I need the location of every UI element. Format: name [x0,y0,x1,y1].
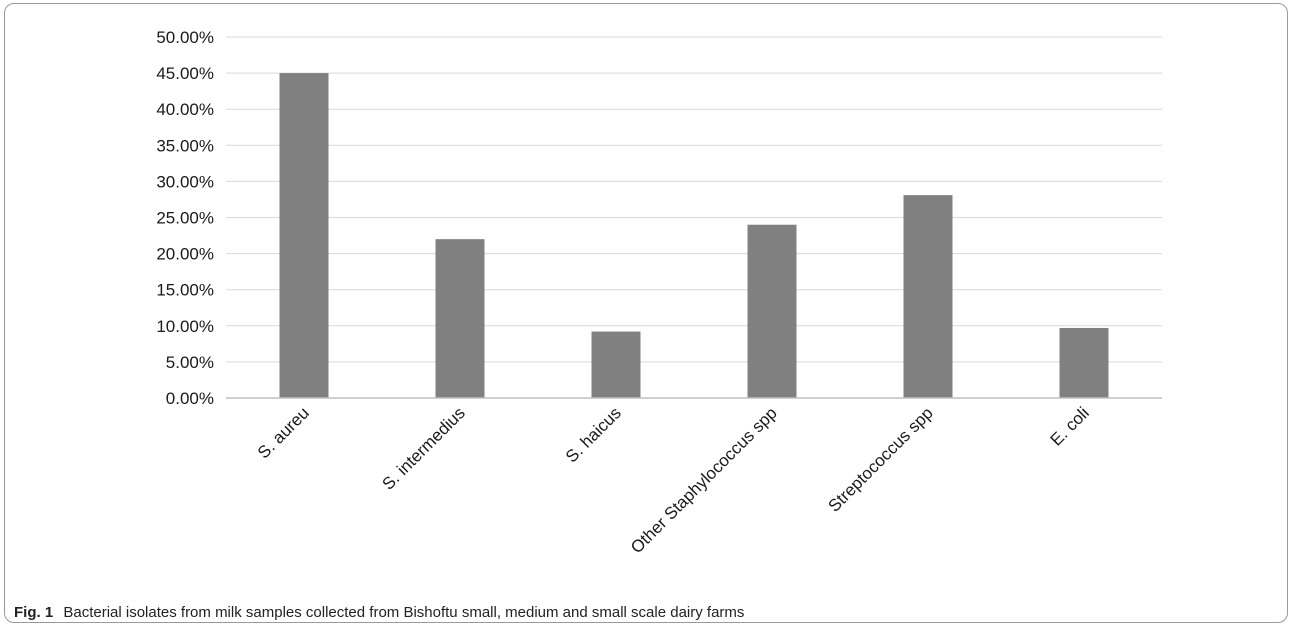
y-tick-label: 40.00% [156,100,214,119]
y-tick-label: 25.00% [156,209,214,228]
y-tick-label: 15.00% [156,281,214,300]
x-category-label: E. coli [1047,403,1093,449]
figure-frame [4,3,1288,623]
y-tick-label: 35.00% [156,136,214,155]
x-axis-category-labels: S. aureu S. intermedius S. haicus Other Sta… [254,403,1093,557]
bar [435,239,485,398]
x-category-label: Streptococcus spp [824,403,936,515]
bar [1059,327,1109,398]
x-category-label: S. intermedius [379,403,469,493]
y-tick-label: 50.00% [156,28,214,47]
figure-caption: Fig. 1 Bacterial isolates from milk samp… [14,604,744,621]
bars [279,73,1109,398]
x-category-label: S. aureu [254,403,313,462]
bar [747,224,797,398]
bar [591,331,641,398]
x-category-label: S. haicus [562,403,625,466]
figure-caption-text: Bacterial isolates from milk samples col… [63,604,745,621]
gridlines [226,36,1162,363]
y-tick-label: 30.00% [156,172,214,191]
bar [903,195,953,398]
x-category-label: Other Staphylococcus spp [627,403,781,557]
y-tick-label: 45.00% [156,64,214,83]
figure-label: Fig. 1 [14,604,54,621]
y-tick-label: 20.00% [156,245,214,264]
y-axis-tick-labels: 0.00% 5.00% 10.00% 15.00% 20.00% 25.00% 30.00%… [156,28,214,408]
bar-chart: 0.00% 5.00% 10.00% 15.00% 20.00% 25.00% 30.00%… [156,28,1162,557]
bar [279,73,329,398]
y-tick-label: 10.00% [156,317,214,336]
y-tick-label: 0.00% [166,389,214,408]
y-tick-label: 5.00% [166,353,214,372]
